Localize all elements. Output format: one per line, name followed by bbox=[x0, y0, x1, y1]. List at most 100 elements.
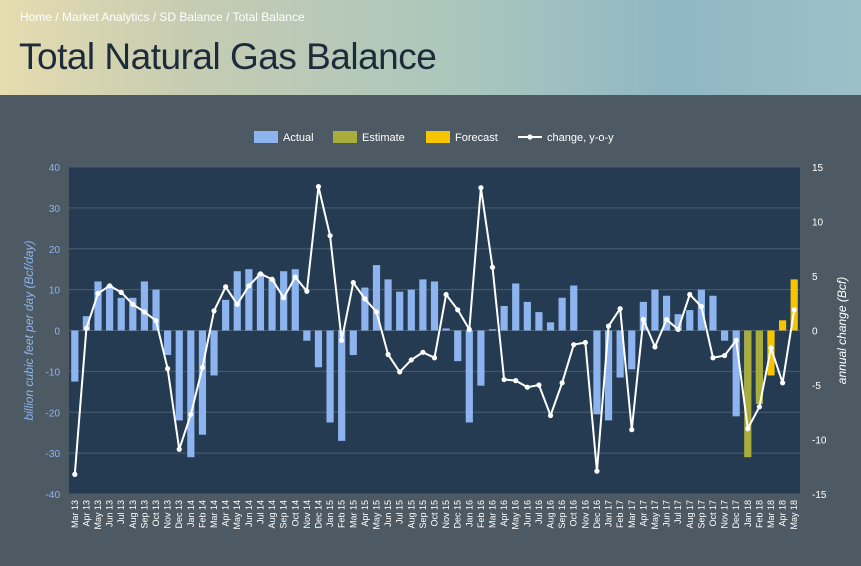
yoy-change-point bbox=[756, 404, 762, 410]
yoy-change-point bbox=[675, 326, 681, 333]
legend-label-estimate: Estimate bbox=[362, 132, 405, 144]
x-tick-label: Jul 14 bbox=[255, 500, 265, 524]
x-tick-label: Sep 15 bbox=[418, 500, 428, 529]
yoy-change-point bbox=[211, 308, 217, 314]
bar-actual bbox=[384, 279, 392, 331]
y-tick-label: 0 bbox=[54, 327, 60, 338]
x-tick-label: Jul 15 bbox=[395, 500, 405, 524]
yoy-change-point bbox=[687, 291, 693, 298]
legend-label-forecast: Forecast bbox=[455, 132, 498, 144]
bar-forecast bbox=[790, 279, 798, 331]
bar-actual bbox=[535, 312, 543, 331]
legend-label-actual: Actual bbox=[283, 132, 314, 144]
bar-actual bbox=[117, 297, 125, 331]
y2-tick-label: 15 bbox=[812, 163, 824, 174]
yoy-change-point bbox=[501, 376, 507, 383]
x-tick-label: Jul 16 bbox=[534, 500, 544, 524]
bar-actual bbox=[210, 330, 218, 376]
yoy-change-point bbox=[640, 317, 646, 323]
x-tick-label: Oct 17 bbox=[708, 500, 718, 527]
yoy-change-point bbox=[571, 342, 577, 348]
x-tick-label: Feb 18 bbox=[754, 500, 764, 528]
x-tick-label: Sep 16 bbox=[557, 500, 567, 529]
bar-actual bbox=[152, 289, 160, 331]
yoy-change-point bbox=[176, 446, 182, 452]
yoy-change-point bbox=[536, 382, 542, 388]
yoy-change-point bbox=[292, 274, 298, 280]
bar-actual bbox=[303, 330, 311, 341]
x-tick-label: Oct 16 bbox=[569, 500, 579, 527]
bar-actual bbox=[512, 283, 520, 331]
chart-container: 40 30 20 10 0 -10 -20 -30 -40 15 10 5 0 -5 -10 -15 Mar 1… bbox=[0, 95, 861, 561]
x-tick-label: Jan 18 bbox=[743, 500, 753, 527]
breadcrumb: Home / Market Analytics / SD Balance / T… bbox=[20, 10, 305, 24]
x-tick-label: Sep 14 bbox=[279, 500, 289, 529]
x-tick-label: Mar 14 bbox=[209, 500, 219, 528]
x-tick-label: Apr 15 bbox=[360, 500, 370, 527]
x-tick-label: Dec 17 bbox=[731, 500, 741, 529]
yoy-change-point bbox=[605, 323, 612, 329]
x-tick-label: Mar 16 bbox=[488, 500, 498, 528]
yoy-change-point bbox=[315, 184, 322, 190]
x-tick-label: Jun 17 bbox=[662, 500, 672, 527]
x-tick-label: Sep 13 bbox=[139, 500, 149, 529]
x-tick-label: Apr 17 bbox=[638, 500, 648, 527]
bar-actual bbox=[140, 281, 149, 331]
yoy-change-point bbox=[269, 276, 275, 282]
legend-swatch-estimate bbox=[333, 131, 357, 143]
yoy-change-point bbox=[72, 471, 78, 477]
x-tick-label: Dec 13 bbox=[174, 500, 184, 529]
y2-tick-label: 0 bbox=[812, 327, 818, 338]
yoy-change-point bbox=[385, 351, 391, 358]
yoy-change-point bbox=[188, 411, 194, 418]
bar-actual bbox=[442, 328, 450, 331]
bar-actual bbox=[651, 289, 659, 331]
x-tick-label: Feb 17 bbox=[615, 500, 625, 528]
bar-actual bbox=[604, 330, 613, 421]
y-tick-label: 30 bbox=[49, 204, 61, 215]
yoy-change-point bbox=[594, 468, 600, 474]
bar-actual bbox=[187, 330, 195, 458]
breadcrumb-separator: / bbox=[52, 10, 63, 24]
bar-actual bbox=[245, 269, 253, 331]
bar-actual bbox=[488, 329, 497, 331]
bar-estimate bbox=[744, 330, 752, 458]
breadcrumb-market-analytics[interactable]: Market Analytics bbox=[62, 10, 150, 24]
bar-actual bbox=[82, 316, 91, 331]
yoy-change-point bbox=[327, 233, 333, 239]
yoy-change-point bbox=[420, 349, 426, 355]
y2-tick-label: -15 bbox=[812, 490, 827, 501]
y2-tick-label: 10 bbox=[812, 218, 824, 229]
x-tick-label: Oct 14 bbox=[290, 500, 300, 527]
yoy-change-point bbox=[281, 295, 287, 301]
bar-actual bbox=[639, 301, 647, 331]
yoy-change-point bbox=[524, 384, 530, 390]
yoy-change-point bbox=[489, 264, 496, 270]
bar-actual bbox=[175, 330, 183, 421]
yoy-change-point bbox=[629, 427, 635, 433]
bar-actual bbox=[396, 291, 404, 331]
breadcrumb-separator: / bbox=[149, 10, 160, 24]
bar-actual bbox=[94, 281, 102, 331]
yoy-change-point bbox=[397, 369, 403, 375]
x-tick-label: May 18 bbox=[789, 500, 799, 530]
x-tick-label: Jul 17 bbox=[673, 500, 683, 524]
bar-actual bbox=[465, 330, 473, 423]
x-tick-label: Apr 16 bbox=[499, 500, 509, 527]
page-header: Home / Market Analytics / SD Balance / T… bbox=[0, 0, 861, 95]
x-tick-label: Mar 15 bbox=[348, 500, 358, 528]
bar-actual bbox=[233, 271, 241, 331]
y-tick-label: -40 bbox=[46, 490, 61, 501]
bar-actual bbox=[407, 289, 415, 331]
y-tick-label: -30 bbox=[46, 449, 61, 460]
x-tick-label: Feb 16 bbox=[476, 500, 486, 528]
yoy-change-point bbox=[107, 283, 113, 289]
yoy-change-point bbox=[617, 306, 623, 312]
gas-balance-chart: 40 30 20 10 0 -10 -20 -30 -40 15 10 5 0 -5 -10 -15 Mar 1… bbox=[22, 131, 849, 530]
bar-actual bbox=[349, 330, 357, 356]
x-tick-label: Jan 16 bbox=[464, 500, 474, 527]
bar-actual bbox=[616, 330, 624, 378]
breadcrumb-home[interactable]: Home bbox=[20, 10, 53, 24]
breadcrumb-sd-balance[interactable]: SD Balance bbox=[159, 10, 223, 24]
x-tick-label: May 16 bbox=[511, 500, 521, 530]
